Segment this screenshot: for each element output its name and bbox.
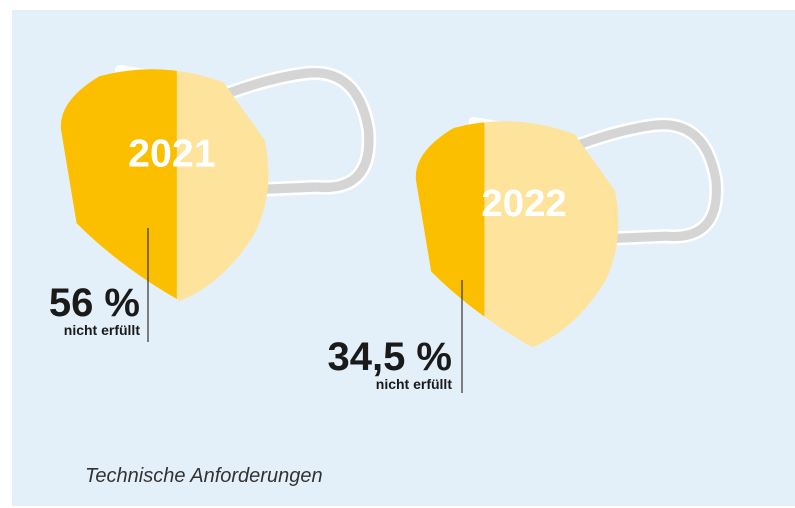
mask: 2021 bbox=[60, 64, 377, 301]
strap bbox=[211, 68, 374, 195]
caption: Technische Anforderungen bbox=[85, 465, 323, 487]
year-label: 2021 bbox=[128, 131, 215, 175]
value-label: 56 % bbox=[49, 281, 140, 325]
strap bbox=[562, 120, 721, 244]
annotation: nicht erfüllt bbox=[64, 322, 141, 338]
annotation: nicht erfüllt bbox=[376, 376, 453, 392]
year-label: 2022 bbox=[481, 182, 566, 225]
mask: 2022 bbox=[415, 116, 724, 348]
value-label: 34,5 % bbox=[327, 335, 452, 379]
